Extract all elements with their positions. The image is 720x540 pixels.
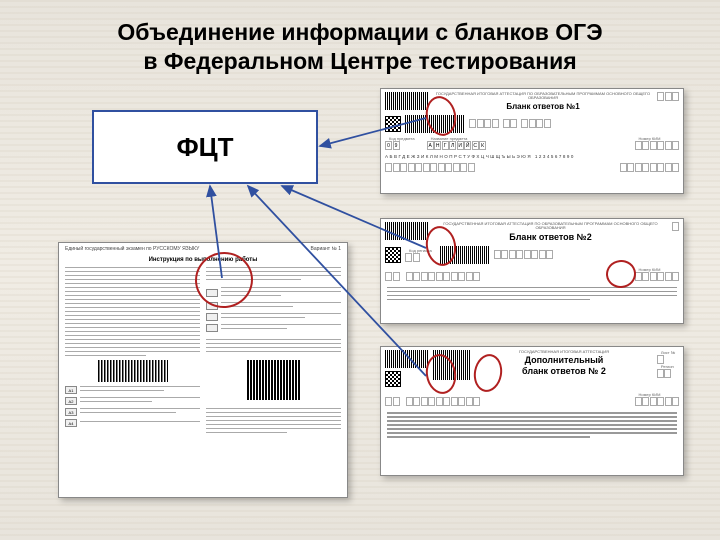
title-line-1: Объединение информации с бланков ОГЭ [117, 19, 602, 45]
qr-icon [385, 116, 401, 132]
barcode-icon [385, 350, 429, 368]
code-cell: 0 [385, 141, 392, 150]
barcode-icon [433, 350, 471, 380]
qr-icon [385, 371, 401, 387]
form1-subtitle: ГОСУДАРСТВЕННАЯ ИТОГОВАЯ АТТЕСТАЦИЯ ПО О… [433, 92, 653, 101]
barcode-icon [98, 360, 168, 382]
barcode-icon [405, 115, 465, 133]
fct-label: ФЦТ [176, 132, 233, 163]
form2-instructions [381, 283, 683, 307]
form3-subtitle: ГОСУДАРСТВЕННАЯ ИТОГОВАЯ АТТЕСТАЦИЯ [475, 350, 653, 354]
bl-left-column: А1 А2 А3 А4 [65, 267, 200, 436]
barcode-icon [385, 222, 429, 240]
slide-title: Объединение информации с бланков ОГЭ в Ф… [0, 18, 720, 76]
form-answer-sheet-1: ГОСУДАРСТВЕННАЯ ИТОГОВАЯ АТТЕСТАЦИЯ ПО О… [380, 88, 684, 194]
form3-title-a: Дополнительный [475, 355, 653, 365]
form2-subtitle: ГОСУДАРСТВЕННАЯ ИТОГОВАЯ АТТЕСТАЦИЯ ПО О… [433, 222, 668, 231]
barcode-vertical-icon [247, 360, 301, 400]
form-kim-instructions: Единый государственный экзамен по РУССКО… [58, 242, 348, 498]
title-line-2: в Федеральном Центре тестирования [143, 48, 576, 74]
fct-box: ФЦТ [92, 110, 318, 184]
form-answer-sheet-2: ГОСУДАРСТВЕННАЯ ИТОГОВАЯ АТТЕСТАЦИЯ ПО О… [380, 218, 684, 324]
form3-instructions [381, 408, 683, 444]
form-additional-sheet: ГОСУДАРСТВЕННАЯ ИТОГОВАЯ АТТЕСТАЦИЯ Допо… [380, 346, 684, 476]
bl-title: Инструкция по выполнению работы [59, 255, 347, 267]
form1-title: Бланк ответов №1 [433, 102, 653, 111]
q-label: А1 [65, 386, 77, 394]
q-label: А2 [65, 397, 77, 405]
bl-header-left: Единый государственный экзамен по РУССКО… [65, 246, 199, 252]
subject-cells: АНГЛИЙСК [427, 141, 487, 150]
qr-icon [385, 247, 401, 263]
q-label: А3 [65, 408, 77, 416]
barcode-icon [440, 246, 490, 264]
form3-title-b: бланк ответов № 2 [475, 366, 653, 376]
form1-header-cells [657, 92, 679, 101]
alphabet-sample: АБВГДЕЖЗИКЛМНОПРСТУФХЦЧШЩЪЫЬЭЮЯ 12345678… [381, 152, 683, 161]
bl-right-column [206, 267, 341, 436]
bl-header-right: Вариант № 1 [311, 246, 341, 252]
barcode-icon [385, 92, 429, 110]
q-label: А4 [65, 419, 77, 427]
form2-title: Бланк ответов №2 [433, 232, 668, 242]
code-cell: 9 [393, 141, 400, 150]
